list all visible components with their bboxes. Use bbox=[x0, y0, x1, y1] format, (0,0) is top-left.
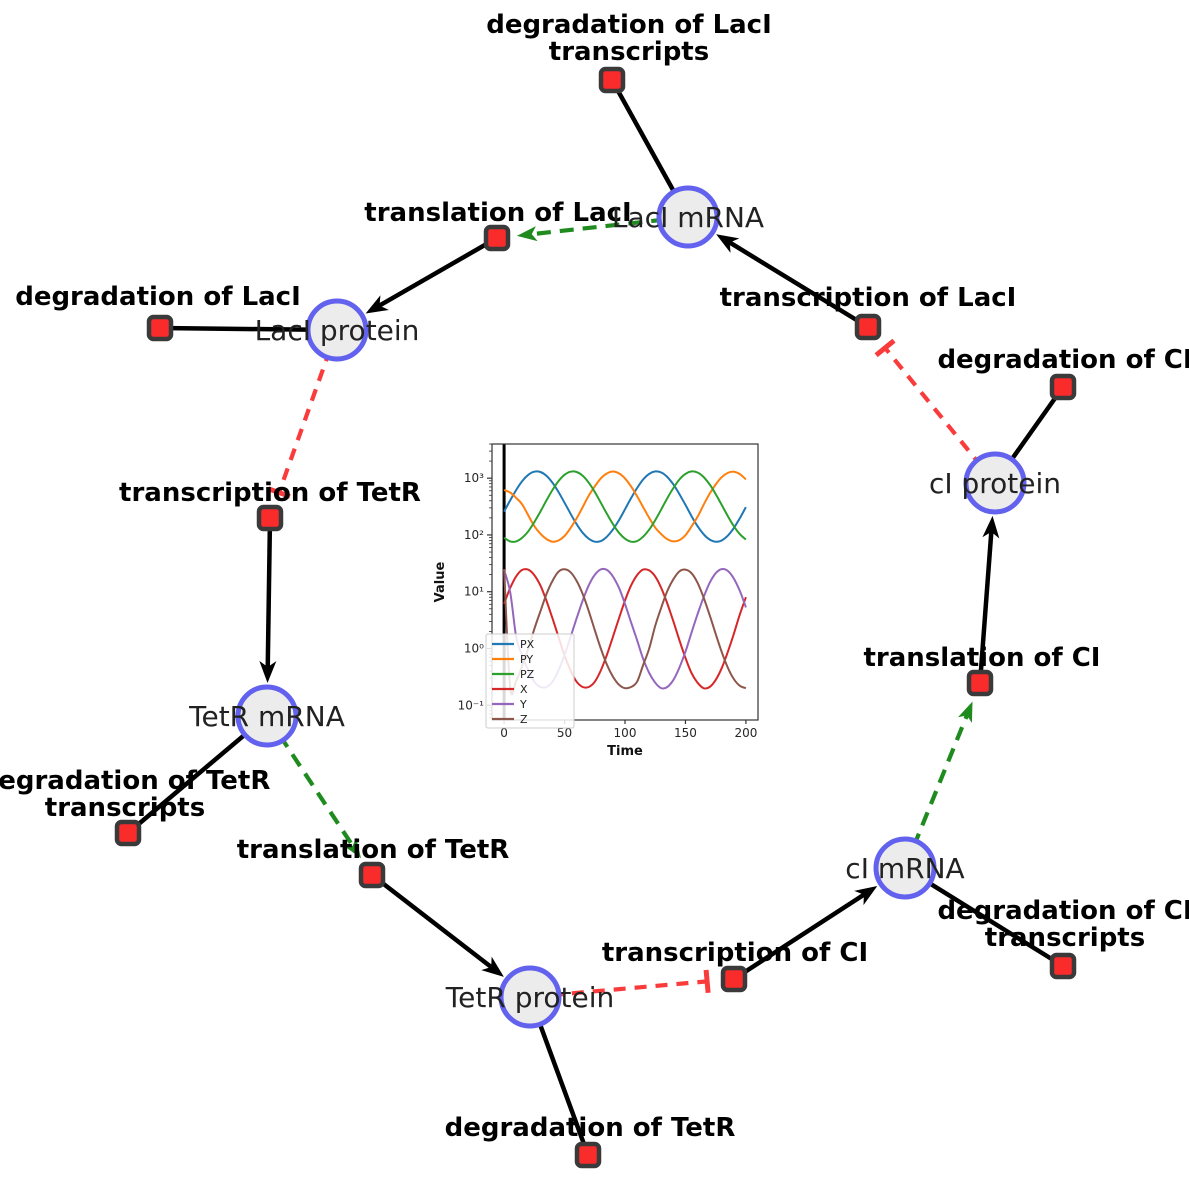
inhibition-tbar bbox=[703, 969, 711, 994]
series-line-px bbox=[503, 470, 747, 543]
modifier-arrowhead bbox=[516, 226, 538, 242]
species-label-laci-protein: LacI protein bbox=[255, 314, 420, 347]
reaction-node-degradation-of-tetr[interactable] bbox=[574, 1141, 602, 1169]
species-nodes-layer bbox=[235, 185, 1027, 1029]
modifier-arrowhead bbox=[958, 701, 973, 723]
species-label-ci-mrna: cI mRNA bbox=[845, 852, 964, 885]
series-line-pz bbox=[503, 470, 747, 543]
species-node-ci-protein[interactable] bbox=[963, 451, 1027, 515]
labels-layer: degradation of LacItranscriptstranslatio… bbox=[0, 10, 1189, 1143]
species-node-laci-mrna[interactable] bbox=[656, 185, 720, 249]
series-line-py bbox=[503, 470, 747, 543]
inhibition-tbar bbox=[267, 486, 291, 499]
legend-label-z: Z bbox=[520, 713, 528, 726]
reaction-label-degradation-of-tetr: degradation of TetR bbox=[445, 1113, 736, 1143]
species-node-laci-protein[interactable] bbox=[305, 298, 369, 362]
reaction-label-translation-of-ci: translation of CI bbox=[864, 643, 1101, 673]
svg-text:10⁻¹: 10⁻¹ bbox=[458, 698, 485, 712]
species-label-ci-protein: cI protein bbox=[929, 467, 1061, 500]
edge-transcription-of-ci-to-ci-mrna bbox=[732, 885, 878, 981]
reaction-nodes-layer bbox=[114, 66, 1077, 1169]
legend-label-y: Y bbox=[519, 698, 527, 711]
modifier-arrowhead bbox=[343, 837, 361, 859]
edge-translation-of-ci-to-ci-protein bbox=[977, 515, 1000, 684]
reaction-node-translation-of-ci[interactable] bbox=[966, 669, 994, 697]
reaction-label-degradation-of-ci-transcripts: degradation of CI bbox=[937, 896, 1189, 926]
arrowhead bbox=[365, 295, 389, 314]
reaction-node-degradation-of-ci[interactable] bbox=[1049, 373, 1077, 401]
reaction-label-transcription-of-tetr: transcription of TetR bbox=[119, 478, 421, 508]
arrowhead bbox=[481, 956, 504, 977]
svg-text:0: 0 bbox=[500, 726, 508, 740]
svg-text:10⁰: 10⁰ bbox=[464, 641, 484, 655]
species-label-laci-mrna: LacI mRNA bbox=[612, 201, 764, 234]
series-line-z bbox=[503, 568, 747, 696]
reaction-node-degradation-of-laci-transcripts[interactable] bbox=[598, 66, 626, 94]
reaction-node-transcription-of-ci[interactable] bbox=[720, 965, 748, 993]
reaction-node-transcription-of-tetr[interactable] bbox=[256, 504, 284, 532]
svg-text:10²: 10² bbox=[464, 528, 484, 542]
reaction-label-translation-of-laci: translation of LacI bbox=[364, 198, 631, 228]
svg-text:50: 50 bbox=[557, 726, 572, 740]
y-axis-label: Value bbox=[433, 561, 448, 602]
reaction-node-transcription-of-laci[interactable] bbox=[854, 313, 882, 341]
species-label-tetr-mrna: TetR mRNA bbox=[188, 700, 345, 733]
series-line-x bbox=[503, 568, 747, 690]
reaction-node-degradation-of-laci[interactable] bbox=[146, 314, 174, 342]
arrowhead bbox=[259, 660, 277, 684]
species-node-tetr-mrna[interactable] bbox=[235, 684, 299, 748]
svg-text:10³: 10³ bbox=[464, 471, 484, 485]
edge-translation-of-laci-to-laci-protein bbox=[365, 236, 499, 314]
reaction-label-degradation-of-ci: degradation of CI bbox=[937, 345, 1189, 375]
reaction-label-degradation-of-laci-transcripts: degradation of LacI bbox=[486, 10, 772, 40]
species-node-ci-mrna[interactable] bbox=[873, 836, 937, 900]
inhibition-tbar bbox=[874, 338, 896, 358]
edge-translation-of-tetr-to-tetr-protein bbox=[370, 873, 504, 977]
species-label-tetr-protein: TetR protein bbox=[445, 981, 614, 1014]
species-node-tetr-protein[interactable] bbox=[498, 965, 562, 1029]
arrowhead bbox=[982, 515, 1000, 539]
reaction-node-degradation-of-tetr-transcripts[interactable] bbox=[114, 819, 142, 847]
legend-label-px: PX bbox=[520, 638, 535, 651]
reaction-label-degradation-of-tetr-transcripts: degradation of TetR bbox=[0, 766, 270, 796]
reaction-label-degradation-of-tetr-transcripts: transcripts bbox=[45, 793, 205, 823]
arrowhead bbox=[716, 234, 740, 253]
legend-label-x: X bbox=[520, 683, 528, 696]
reaction-label-transcription-of-ci: transcription of CI bbox=[602, 938, 868, 968]
legend-label-py: PY bbox=[520, 653, 533, 666]
reaction-label-degradation-of-laci: degradation of LacI bbox=[15, 282, 301, 312]
axis-ticks: 0 50 100 150 200 10⁻¹ 10⁰ 10¹ 10² 10³ bbox=[458, 443, 757, 740]
arrowhead bbox=[854, 885, 878, 906]
simulation-plot: 0 50 100 150 20010⁻¹10⁰10¹10²10³TimeValuePXP… bbox=[430, 434, 775, 768]
reaction-node-translation-of-laci[interactable] bbox=[483, 224, 511, 252]
legend-label-pz: PZ bbox=[520, 668, 535, 681]
reaction-node-degradation-of-ci-transcripts[interactable] bbox=[1049, 952, 1077, 980]
svg-text:200: 200 bbox=[734, 726, 757, 740]
edge-transcription-of-laci-to-laci-mrna bbox=[716, 234, 870, 329]
reaction-label-degradation-of-laci-transcripts: transcripts bbox=[549, 37, 709, 67]
reaction-label-transcription-of-laci: transcription of LacI bbox=[720, 283, 1017, 313]
reaction-node-translation-of-tetr[interactable] bbox=[358, 861, 386, 889]
svg-text:100: 100 bbox=[614, 726, 637, 740]
svg-text:150: 150 bbox=[674, 726, 697, 740]
chart-legend: PX PY PZ XYZ bbox=[485, 633, 575, 729]
edge-transcription-of-tetr-to-tetr-mrna bbox=[259, 517, 277, 684]
reaction-label-translation-of-tetr: translation of TetR bbox=[237, 835, 510, 865]
x-axis-label: Time bbox=[607, 744, 643, 759]
svg-text:10¹: 10¹ bbox=[464, 585, 484, 599]
reaction-label-degradation-of-ci-transcripts: transcripts bbox=[985, 923, 1145, 953]
